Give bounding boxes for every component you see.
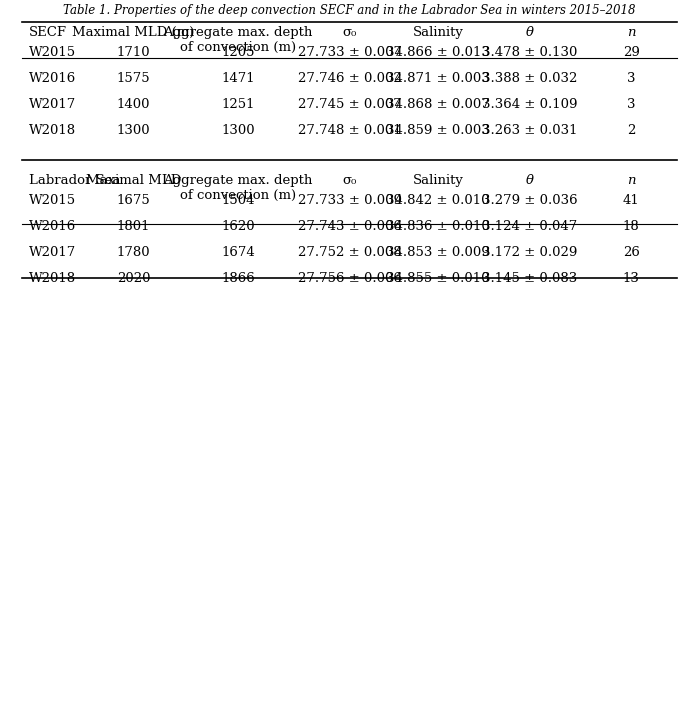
Text: 2: 2 — [627, 123, 635, 136]
Text: 34.853 ± 0.009: 34.853 ± 0.009 — [386, 246, 490, 259]
Text: W2017: W2017 — [29, 246, 76, 259]
Text: 1575: 1575 — [117, 72, 150, 85]
Text: 27.745 ± 0.007: 27.745 ± 0.007 — [298, 98, 401, 111]
Text: 3: 3 — [627, 98, 635, 111]
Text: 27.743 ± 0.006: 27.743 ± 0.006 — [298, 220, 401, 233]
Text: W2017: W2017 — [29, 98, 76, 111]
Text: 13: 13 — [623, 272, 640, 285]
Text: 1300: 1300 — [117, 123, 150, 136]
Text: 18: 18 — [623, 220, 640, 233]
Text: 3.279 ± 0.036: 3.279 ± 0.036 — [482, 195, 577, 208]
Text: SECF: SECF — [29, 25, 66, 38]
Text: W2015: W2015 — [29, 195, 75, 208]
Text: θ: θ — [526, 174, 533, 187]
Text: 1504: 1504 — [222, 195, 255, 208]
Text: 1400: 1400 — [117, 98, 150, 111]
Text: Maximal MLD (m): Maximal MLD (m) — [72, 25, 194, 38]
Text: 1866: 1866 — [222, 272, 255, 285]
Text: 34.871 ± 0.003: 34.871 ± 0.003 — [386, 72, 490, 85]
Text: 27.748 ± 0.001: 27.748 ± 0.001 — [298, 123, 401, 136]
Text: Table 1. Properties of the deep convection SECF and in the Labrador Sea in winte: Table 1. Properties of the deep convecti… — [63, 4, 636, 17]
Text: 1205: 1205 — [222, 46, 255, 60]
Text: θ: θ — [526, 25, 533, 38]
Text: 2020: 2020 — [117, 272, 150, 285]
Text: 3: 3 — [627, 72, 635, 85]
Text: 34.836 ± 0.010: 34.836 ± 0.010 — [386, 220, 490, 233]
Text: 1710: 1710 — [117, 46, 150, 60]
Text: Labrador Sea: Labrador Sea — [29, 174, 120, 187]
Text: σ₀: σ₀ — [343, 25, 356, 38]
Text: σ₀: σ₀ — [343, 174, 356, 187]
Text: 29: 29 — [623, 46, 640, 60]
Text: 1620: 1620 — [222, 220, 255, 233]
Text: 26: 26 — [623, 246, 640, 259]
Text: 27.756 ± 0.006: 27.756 ± 0.006 — [298, 272, 401, 285]
Text: 3.478 ± 0.130: 3.478 ± 0.130 — [482, 46, 577, 60]
Text: 3.388 ± 0.032: 3.388 ± 0.032 — [482, 72, 577, 85]
Text: 27.746 ± 0.002: 27.746 ± 0.002 — [298, 72, 401, 85]
Text: Aggregate max. depth
of convection (m): Aggregate max. depth of convection (m) — [164, 174, 313, 202]
Text: 1674: 1674 — [222, 246, 255, 259]
Text: 34.866 ± 0.013: 34.866 ± 0.013 — [386, 46, 490, 60]
Text: 1675: 1675 — [117, 195, 150, 208]
Text: W2016: W2016 — [29, 220, 76, 233]
Text: 34.868 ± 0.007: 34.868 ± 0.007 — [386, 98, 490, 111]
Text: W2015: W2015 — [29, 46, 75, 60]
Text: 1471: 1471 — [222, 72, 255, 85]
Text: 3.124 ± 0.047: 3.124 ± 0.047 — [482, 220, 577, 233]
Text: W2016: W2016 — [29, 72, 76, 85]
Text: Salinity: Salinity — [412, 174, 463, 187]
Text: Maximal MLD: Maximal MLD — [86, 174, 181, 187]
Text: 34.855 ± 0.010: 34.855 ± 0.010 — [386, 272, 490, 285]
Text: 1801: 1801 — [117, 220, 150, 233]
Text: n: n — [627, 174, 635, 187]
Text: 1300: 1300 — [222, 123, 255, 136]
Text: 1780: 1780 — [117, 246, 150, 259]
Text: 3.263 ± 0.031: 3.263 ± 0.031 — [482, 123, 577, 136]
Text: 27.733 ± 0.009: 27.733 ± 0.009 — [298, 195, 401, 208]
Text: W2018: W2018 — [29, 272, 75, 285]
Text: 34.859 ± 0.003: 34.859 ± 0.003 — [386, 123, 490, 136]
Text: 41: 41 — [623, 195, 640, 208]
Text: 3.145 ± 0.083: 3.145 ± 0.083 — [482, 272, 577, 285]
Text: 27.752 ± 0.008: 27.752 ± 0.008 — [298, 246, 401, 259]
Text: 1251: 1251 — [222, 98, 255, 111]
Text: 34.842 ± 0.010: 34.842 ± 0.010 — [386, 195, 490, 208]
Text: 3.364 ± 0.109: 3.364 ± 0.109 — [482, 98, 577, 111]
Text: W2018: W2018 — [29, 123, 75, 136]
Text: Aggregate max. depth
of convection (m): Aggregate max. depth of convection (m) — [164, 25, 313, 54]
Text: 3.172 ± 0.029: 3.172 ± 0.029 — [482, 246, 577, 259]
Text: n: n — [627, 25, 635, 38]
Text: Salinity: Salinity — [412, 25, 463, 38]
Text: 27.733 ± 0.007: 27.733 ± 0.007 — [298, 46, 401, 60]
